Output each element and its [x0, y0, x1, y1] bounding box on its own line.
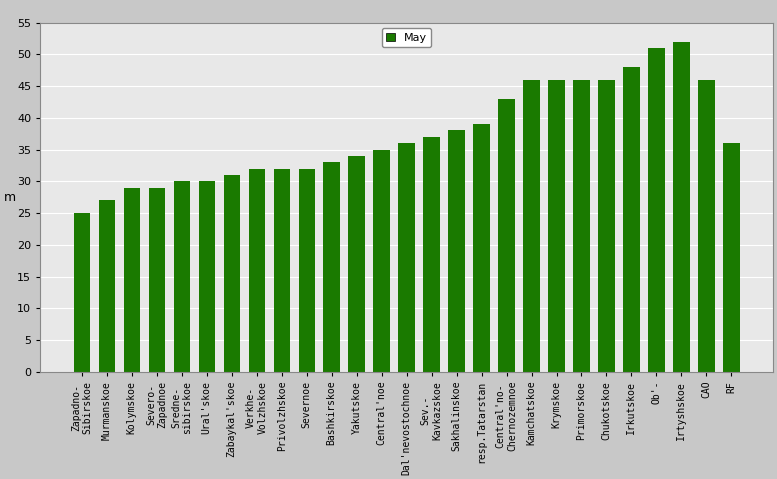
Bar	[598, 80, 615, 372]
Bar	[323, 162, 340, 372]
Bar	[199, 181, 214, 372]
Legend: May: May	[382, 28, 431, 47]
Bar	[99, 200, 115, 372]
Bar	[723, 143, 740, 372]
Bar	[524, 80, 540, 372]
Bar	[448, 130, 465, 372]
Y-axis label: m: m	[4, 191, 16, 204]
Bar	[173, 181, 190, 372]
Bar	[498, 99, 514, 372]
Bar	[124, 188, 140, 372]
Bar	[274, 169, 290, 372]
Bar	[473, 124, 490, 372]
Bar	[74, 213, 90, 372]
Bar	[699, 80, 715, 372]
Bar	[399, 143, 415, 372]
Bar	[674, 42, 689, 372]
Bar	[423, 137, 440, 372]
Bar	[374, 149, 390, 372]
Bar	[648, 48, 664, 372]
Bar	[298, 169, 315, 372]
Bar	[623, 67, 639, 372]
Bar	[224, 175, 240, 372]
Bar	[249, 169, 265, 372]
Bar	[549, 80, 565, 372]
Bar	[573, 80, 590, 372]
Bar	[148, 188, 165, 372]
Bar	[348, 156, 364, 372]
